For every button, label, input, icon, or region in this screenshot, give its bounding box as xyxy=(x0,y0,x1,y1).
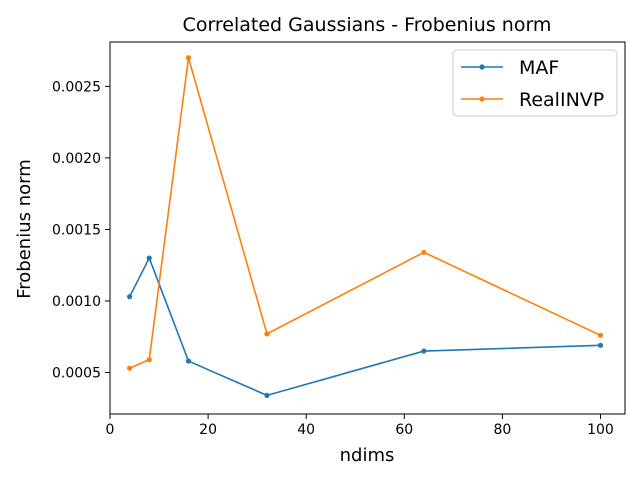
data-point-realinvp xyxy=(127,365,133,371)
data-point-maf xyxy=(421,348,427,354)
series-line-maf xyxy=(128,257,601,397)
data-point-realinvp xyxy=(597,332,604,338)
legend: MAF RealINVP xyxy=(452,49,618,117)
y-tick-label: 0.0015 xyxy=(52,222,101,238)
data-point-maf xyxy=(597,342,604,348)
series-realinvp xyxy=(127,55,604,371)
data-point-maf xyxy=(146,255,152,261)
axis-ticks: 0 20 40 60 80 100 0.0005 0.0010 0.0015 0.0020 0.00… xyxy=(52,79,614,438)
data-point-realinvp xyxy=(264,331,270,337)
data-point-realinvp xyxy=(421,249,427,255)
data-point-maf xyxy=(185,358,192,364)
y-tick-label: 0.0025 xyxy=(52,79,101,95)
x-tick-label: 100 xyxy=(587,422,614,438)
legend-marker-maf xyxy=(479,64,485,70)
data-point-realinvp xyxy=(146,357,152,363)
legend-label-maf: MAF xyxy=(519,57,559,79)
data-point-maf xyxy=(264,392,270,398)
data-point-maf xyxy=(127,294,133,300)
x-tick-label: 40 xyxy=(297,422,315,438)
plot-area xyxy=(127,55,604,398)
y-axis-label: Frobenius norm xyxy=(14,159,35,299)
x-tick-label: 20 xyxy=(199,422,217,438)
data-point-realinvp xyxy=(185,55,192,61)
series-maf xyxy=(127,255,604,398)
x-tick-label: 80 xyxy=(493,422,511,438)
x-tick-label: 0 xyxy=(106,422,115,438)
legend-entry-realinvp: RealINVP xyxy=(461,89,604,111)
axes-frame xyxy=(109,41,626,415)
x-tick-label: 60 xyxy=(395,422,413,438)
chart-title: Correlated Gaussians - Frobenius norm xyxy=(183,14,552,36)
y-tick-label: 0.0010 xyxy=(52,294,101,310)
legend-label-realinvp: RealINVP xyxy=(519,89,604,111)
series-line-realinvp xyxy=(129,56,601,369)
legend-entry-maf: MAF xyxy=(461,57,559,79)
legend-marker-realinvp xyxy=(479,96,485,102)
y-tick-label: 0.0020 xyxy=(52,151,101,167)
x-axis-label: ndims xyxy=(340,445,395,466)
y-tick-label: 0.0005 xyxy=(52,366,101,382)
